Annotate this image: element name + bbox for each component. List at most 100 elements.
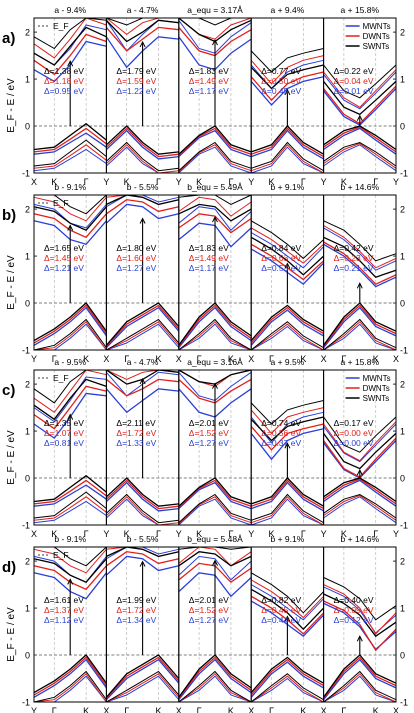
gap-arrowhead [356, 635, 363, 642]
valence-band-red [178, 127, 252, 156]
upper-band-blue [323, 71, 397, 110]
k-point-label: X [321, 706, 327, 713]
k-point-label: Y [31, 706, 37, 713]
gap-label-swnt: Δ=0.40 eV [334, 595, 374, 605]
gap-label-dwnt: Δ=1.52 eV [189, 428, 229, 438]
k-point-label: K [124, 529, 130, 539]
valence-band-black [250, 656, 324, 694]
k-point-label: Y [393, 529, 399, 539]
valence-band-blue [250, 481, 324, 512]
row-letter: d) [2, 559, 16, 576]
upper-band-blue [33, 376, 107, 423]
gap-label-dwnt: Δ=1.07 eV [44, 428, 84, 438]
k-point-label: K [268, 529, 274, 539]
gap-label-mwnt: Δ=0.37 eV [261, 438, 301, 448]
lower-band-blue [178, 675, 252, 703]
gap-label-mwnt: Δ=0.01 eV [334, 86, 374, 96]
valence-band-red [105, 127, 179, 158]
row-c: c) E_F - E / eV -1 -1 0 0 1 1 2 2 a - 9.5% Δ=1.35 e… [2, 357, 408, 539]
conduction-band-black [323, 236, 397, 278]
upper-band-blue [323, 227, 397, 271]
gap-arrowhead [139, 377, 146, 385]
gap-label-mwnt: Δ=0.45 eV [261, 86, 301, 96]
gap-label-mwnt: Δ=1.22 eV [116, 86, 156, 96]
gap-label-swnt: Δ=1.80 eV [116, 243, 156, 253]
panel-strain-label: b - 9.1% [54, 182, 86, 192]
k-point-label: K [156, 354, 162, 364]
k-point-label: X [248, 354, 254, 364]
gap-label-mwnt: Δ=1.21 eV [44, 263, 84, 273]
gap-label-swnt: Δ=2.01 eV [189, 595, 229, 605]
panel-4: b + 9.1% Δ=0.84 eVΔ=0.63 eVΔ=0.53 eV Γ K X [250, 182, 327, 364]
panel-2: b - 5.5% Δ=1.99 eVΔ=1.72 eVΔ=1.34 eV Γ K X [105, 534, 182, 713]
lower-band-black [323, 670, 397, 703]
k-point-label: X [103, 706, 109, 713]
valence-band-black [105, 125, 179, 155]
panel-frame [323, 369, 397, 526]
lower-band-black [33, 139, 107, 167]
panel-2: a - 4.7% Δ=1.79 eVΔ=1.59 eVΔ=1.22 eV K Γ Y [105, 5, 182, 187]
lower-band-black [323, 318, 397, 351]
lower-band-red [323, 321, 397, 351]
upper-band-blue [250, 584, 324, 621]
upper-band-red [178, 196, 252, 217]
k-point-label: Γ [301, 177, 306, 187]
k-point-label: Y [176, 177, 182, 187]
row-b: b) E_F - E / eV -1 -1 0 0 1 1 2 2 b - 9.1% Δ=1.65 e… [2, 182, 408, 364]
y-tick-label: -1 [22, 521, 30, 531]
k-point-label: Γ [269, 354, 274, 364]
row-letter: c) [2, 382, 15, 399]
valence-band-red [33, 304, 107, 344]
conduction-band-black [33, 378, 107, 421]
k-point-label: Γ [341, 354, 346, 364]
gap-label-swnt: Δ=1.99 eV [116, 595, 156, 605]
gap-label-swnt: Δ=0.82 eV [261, 595, 301, 605]
valence-band-blue [178, 658, 252, 701]
upper-band-black [34, 194, 107, 215]
valence-band-blue [105, 481, 179, 512]
k-point-label: K [300, 354, 306, 364]
gap-label-swnt: Δ=1.79 eV [116, 66, 156, 76]
k-point-label: Y [248, 177, 254, 187]
conduction-band-black [33, 26, 107, 66]
k-point-label: K [83, 354, 89, 364]
y-tick-label-right: -1 [400, 698, 408, 708]
upper-band-red [323, 225, 397, 269]
lower-band-red [251, 496, 324, 526]
lower-band-blue [178, 146, 252, 174]
lower-band-red [33, 496, 107, 521]
k-point-label: Γ [52, 354, 57, 364]
lower-band-black [106, 493, 179, 524]
conduction-band-red [323, 600, 397, 652]
conduction-band-red [106, 551, 179, 567]
gap-label-mwnt: Δ=1.12 eV [44, 615, 84, 625]
valence-band-black [250, 304, 324, 342]
gap-label-swnt: Δ=1.61 eV [44, 595, 84, 605]
panel-4: a + 9.4% Δ=0.77 eVΔ=0.50 eVΔ=0.45 eV K Γ Y [250, 5, 327, 187]
k-point-label: Γ [124, 706, 129, 713]
panel-2: a - 4.7% Δ=2.11 eVΔ=1.72 eVΔ=1.33 eV K Γ Y [105, 357, 182, 539]
y-tick-label-right: 0 [400, 651, 405, 661]
panel-strain-label: b + 9.1% [271, 534, 305, 544]
panel-strain-label: a_equ = 3.16Å [187, 357, 243, 367]
gap-label-swnt: Δ=0.42 eV [334, 243, 374, 253]
gap-label-dwnt: Δ=1.52 eV [189, 605, 229, 615]
lower-band-black [106, 670, 180, 703]
panel-1: a - 9.4% Δ=1.38 eVΔ=1.18 eVΔ=0.95 eV X K Γ Y [31, 5, 109, 187]
conduction-band-black [250, 64, 324, 90]
upper-band-blue [250, 232, 324, 269]
lower-band-blue [106, 323, 180, 351]
panel-strain-label: b + 14.6% [341, 182, 380, 192]
y-tick-label-right: -1 [400, 521, 408, 531]
gap-arrowhead [67, 60, 74, 67]
row-letter: a) [2, 30, 15, 47]
upper-band-black [250, 400, 324, 425]
y-tick-label-right: -1 [400, 169, 408, 179]
k-point-label: Y [321, 177, 327, 187]
y-tick-label-right: 1 [400, 427, 405, 437]
lower-band-red [106, 673, 180, 703]
gap-label-dwnt: Δ=0.45 eV [261, 605, 301, 615]
gap-label-dwnt: Δ=0.63 eV [261, 253, 301, 263]
gap-label-mwnt: Δ=0.53 eV [261, 263, 301, 273]
gap-label-swnt: Δ=0.22 eV [334, 66, 374, 76]
